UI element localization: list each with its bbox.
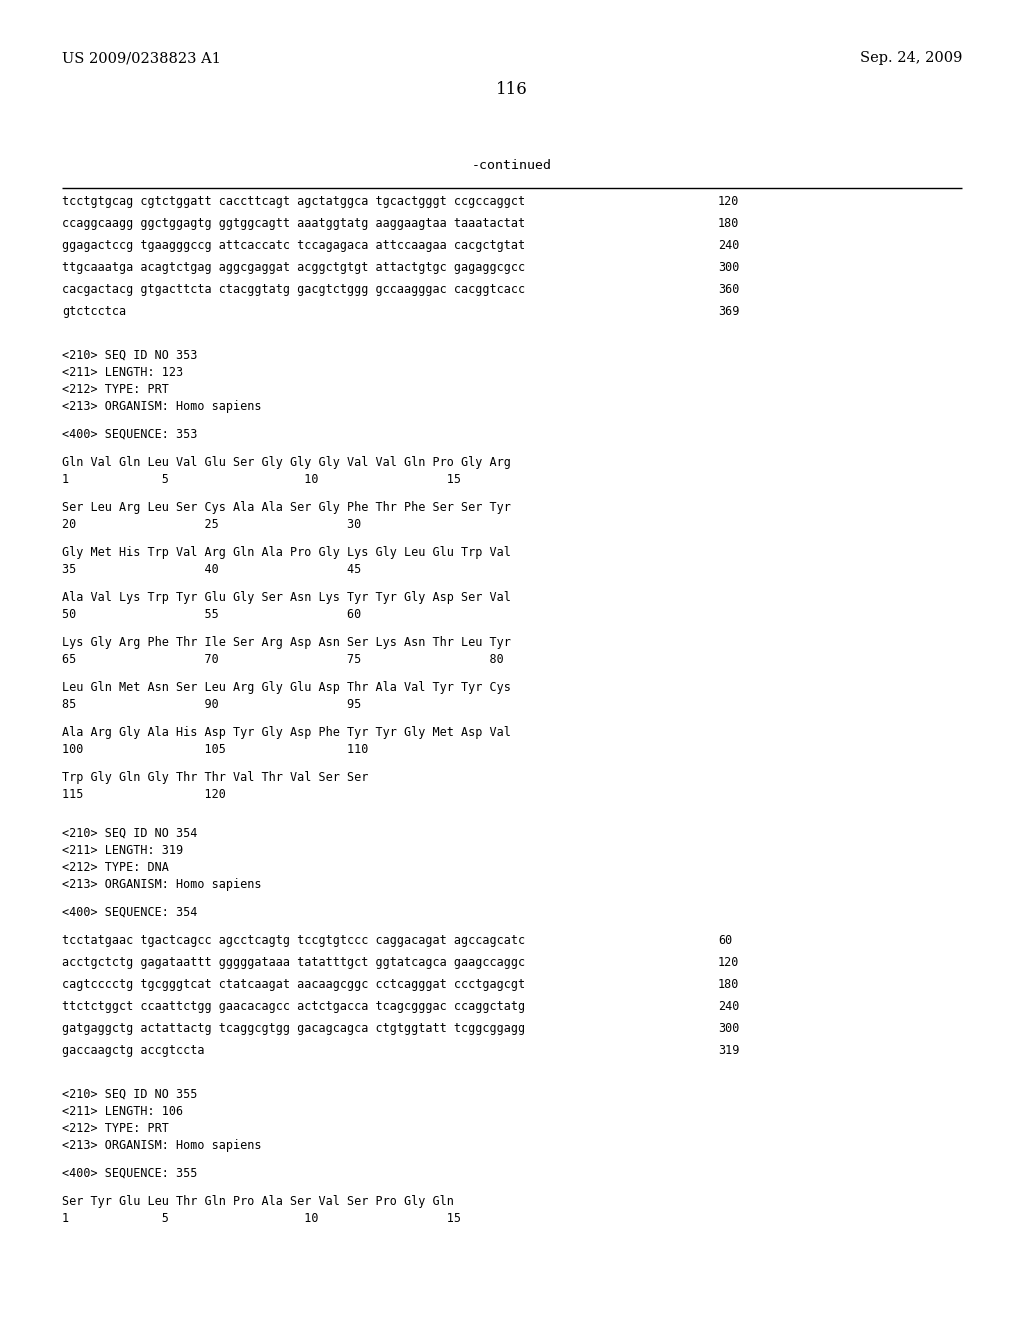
Text: gtctcctca: gtctcctca bbox=[62, 305, 126, 318]
Text: <211> LENGTH: 123: <211> LENGTH: 123 bbox=[62, 366, 183, 379]
Text: <211> LENGTH: 319: <211> LENGTH: 319 bbox=[62, 843, 183, 857]
Text: 240: 240 bbox=[718, 1001, 739, 1012]
Text: 50                  55                  60: 50 55 60 bbox=[62, 609, 361, 620]
Text: <213> ORGANISM: Homo sapiens: <213> ORGANISM: Homo sapiens bbox=[62, 1139, 261, 1152]
Text: 180: 180 bbox=[718, 216, 739, 230]
Text: ggagactccg tgaagggccg attcaccatc tccagagaca attccaagaa cacgctgtat: ggagactccg tgaagggccg attcaccatc tccagag… bbox=[62, 239, 525, 252]
Text: 300: 300 bbox=[718, 261, 739, 275]
Text: <213> ORGANISM: Homo sapiens: <213> ORGANISM: Homo sapiens bbox=[62, 878, 261, 891]
Text: 240: 240 bbox=[718, 239, 739, 252]
Text: Lys Gly Arg Phe Thr Ile Ser Arg Asp Asn Ser Lys Asn Thr Leu Tyr: Lys Gly Arg Phe Thr Ile Ser Arg Asp Asn … bbox=[62, 636, 511, 649]
Text: <212> TYPE: DNA: <212> TYPE: DNA bbox=[62, 861, 169, 874]
Text: <400> SEQUENCE: 355: <400> SEQUENCE: 355 bbox=[62, 1167, 198, 1180]
Text: US 2009/0238823 A1: US 2009/0238823 A1 bbox=[62, 51, 221, 65]
Text: 35                  40                  45: 35 40 45 bbox=[62, 564, 361, 576]
Text: tcctatgaac tgactcagcc agcctcagtg tccgtgtccc caggacagat agccagcatc: tcctatgaac tgactcagcc agcctcagtg tccgtgt… bbox=[62, 935, 525, 946]
Text: acctgctctg gagataattt gggggataaa tatatttgct ggtatcagca gaagccaggc: acctgctctg gagataattt gggggataaa tatattt… bbox=[62, 956, 525, 969]
Text: <212> TYPE: PRT: <212> TYPE: PRT bbox=[62, 1122, 169, 1135]
Text: Ala Val Lys Trp Tyr Glu Gly Ser Asn Lys Tyr Tyr Gly Asp Ser Val: Ala Val Lys Trp Tyr Glu Gly Ser Asn Lys … bbox=[62, 591, 511, 605]
Text: 100                 105                 110: 100 105 110 bbox=[62, 743, 369, 756]
Text: Ala Arg Gly Ala His Asp Tyr Gly Asp Phe Tyr Tyr Gly Met Asp Val: Ala Arg Gly Ala His Asp Tyr Gly Asp Phe … bbox=[62, 726, 511, 739]
Text: <212> TYPE: PRT: <212> TYPE: PRT bbox=[62, 383, 169, 396]
Text: <211> LENGTH: 106: <211> LENGTH: 106 bbox=[62, 1105, 183, 1118]
Text: 1             5                   10                  15: 1 5 10 15 bbox=[62, 473, 461, 486]
Text: 65                  70                  75                  80: 65 70 75 80 bbox=[62, 653, 504, 667]
Text: 120: 120 bbox=[718, 956, 739, 969]
Text: Ser Leu Arg Leu Ser Cys Ala Ala Ser Gly Phe Thr Phe Ser Ser Tyr: Ser Leu Arg Leu Ser Cys Ala Ala Ser Gly … bbox=[62, 502, 511, 513]
Text: <213> ORGANISM: Homo sapiens: <213> ORGANISM: Homo sapiens bbox=[62, 400, 261, 413]
Text: <210> SEQ ID NO 355: <210> SEQ ID NO 355 bbox=[62, 1088, 198, 1101]
Text: Gly Met His Trp Val Arg Gln Ala Pro Gly Lys Gly Leu Glu Trp Val: Gly Met His Trp Val Arg Gln Ala Pro Gly … bbox=[62, 546, 511, 558]
Text: 319: 319 bbox=[718, 1044, 739, 1057]
Text: ttgcaaatga acagtctgag aggcgaggat acggctgtgt attactgtgc gagaggcgcc: ttgcaaatga acagtctgag aggcgaggat acggctg… bbox=[62, 261, 525, 275]
Text: ttctctggct ccaattctgg gaacacagcc actctgacca tcagcgggac ccaggctatg: ttctctggct ccaattctgg gaacacagcc actctga… bbox=[62, 1001, 525, 1012]
Text: <400> SEQUENCE: 353: <400> SEQUENCE: 353 bbox=[62, 428, 198, 441]
Text: 116: 116 bbox=[496, 81, 528, 98]
Text: -continued: -continued bbox=[472, 158, 552, 172]
Text: tcctgtgcag cgtctggatt caccttcagt agctatggca tgcactgggt ccgccaggct: tcctgtgcag cgtctggatt caccttcagt agctatg… bbox=[62, 195, 525, 209]
Text: cacgactacg gtgacttcta ctacggtatg gacgtctggg gccaagggac cacggtcacc: cacgactacg gtgacttcta ctacggtatg gacgtct… bbox=[62, 282, 525, 296]
Text: 1             5                   10                  15: 1 5 10 15 bbox=[62, 1212, 461, 1225]
Text: 20                  25                  30: 20 25 30 bbox=[62, 517, 361, 531]
Text: Trp Gly Gln Gly Thr Thr Val Thr Val Ser Ser: Trp Gly Gln Gly Thr Thr Val Thr Val Ser … bbox=[62, 771, 369, 784]
Text: 120: 120 bbox=[718, 195, 739, 209]
Text: 360: 360 bbox=[718, 282, 739, 296]
Text: <210> SEQ ID NO 353: <210> SEQ ID NO 353 bbox=[62, 348, 198, 362]
Text: cagtcccctg tgcgggtcat ctatcaagat aacaagcggc cctcagggat ccctgagcgt: cagtcccctg tgcgggtcat ctatcaagat aacaagc… bbox=[62, 978, 525, 991]
Text: Ser Tyr Glu Leu Thr Gln Pro Ala Ser Val Ser Pro Gly Gln: Ser Tyr Glu Leu Thr Gln Pro Ala Ser Val … bbox=[62, 1195, 454, 1208]
Text: <400> SEQUENCE: 354: <400> SEQUENCE: 354 bbox=[62, 906, 198, 919]
Text: 115                 120: 115 120 bbox=[62, 788, 226, 801]
Text: 85                  90                  95: 85 90 95 bbox=[62, 698, 361, 711]
Text: gatgaggctg actattactg tcaggcgtgg gacagcagca ctgtggtatt tcggcggagg: gatgaggctg actattactg tcaggcgtgg gacagca… bbox=[62, 1022, 525, 1035]
Text: <210> SEQ ID NO 354: <210> SEQ ID NO 354 bbox=[62, 828, 198, 840]
Text: 180: 180 bbox=[718, 978, 739, 991]
Text: Sep. 24, 2009: Sep. 24, 2009 bbox=[859, 51, 962, 65]
Text: Leu Gln Met Asn Ser Leu Arg Gly Glu Asp Thr Ala Val Tyr Tyr Cys: Leu Gln Met Asn Ser Leu Arg Gly Glu Asp … bbox=[62, 681, 511, 694]
Text: 60: 60 bbox=[718, 935, 732, 946]
Text: 369: 369 bbox=[718, 305, 739, 318]
Text: ccaggcaagg ggctggagtg ggtggcagtt aaatggtatg aaggaagtaa taaatactat: ccaggcaagg ggctggagtg ggtggcagtt aaatggt… bbox=[62, 216, 525, 230]
Text: 300: 300 bbox=[718, 1022, 739, 1035]
Text: Gln Val Gln Leu Val Glu Ser Gly Gly Gly Val Val Gln Pro Gly Arg: Gln Val Gln Leu Val Glu Ser Gly Gly Gly … bbox=[62, 455, 511, 469]
Text: gaccaagctg accgtccta: gaccaagctg accgtccta bbox=[62, 1044, 205, 1057]
